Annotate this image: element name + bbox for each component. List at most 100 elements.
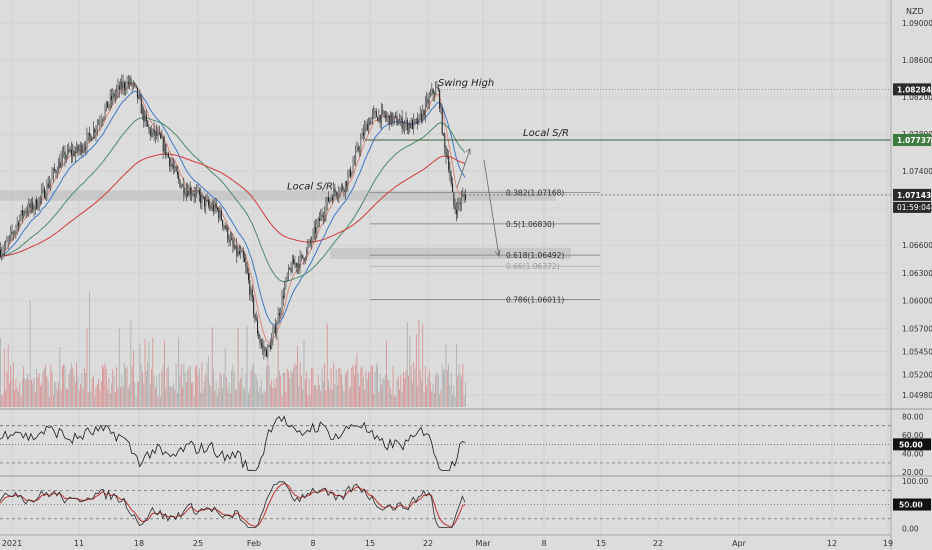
candle-body [289, 267, 291, 269]
ema-slow [0, 117, 466, 283]
volume-bar [210, 385, 212, 407]
volume-bar [157, 396, 159, 407]
volume-bar [419, 369, 421, 407]
candle-body [202, 196, 204, 198]
candle-body [260, 343, 262, 346]
volume-bar [205, 374, 207, 407]
volume-bar [263, 390, 265, 407]
candle-body [244, 257, 246, 262]
volume-bar [94, 396, 96, 407]
support-zone [0, 190, 556, 201]
candle-body [220, 210, 222, 221]
candle-body [32, 201, 34, 211]
volume-bar [38, 373, 40, 407]
volume-bar [315, 384, 316, 407]
candle-body [238, 251, 240, 254]
candle-body [328, 197, 330, 202]
volume-bar [331, 390, 333, 407]
volume-bar [202, 390, 204, 407]
volume-bar [337, 385, 338, 407]
volume-bar [432, 383, 434, 407]
candle-body [187, 190, 189, 196]
volume-bar [262, 394, 264, 407]
volume-bar [107, 389, 109, 407]
candle-body [113, 93, 115, 98]
volume-bar [465, 382, 466, 407]
volume-bar [423, 392, 425, 407]
candle-body [165, 143, 167, 156]
candle-body [297, 263, 299, 268]
volume-bar [5, 390, 6, 407]
candle-body [85, 147, 87, 149]
candle-body [174, 166, 176, 169]
candle-body [414, 119, 416, 121]
volume-bar [37, 376, 39, 407]
candle-body [401, 117, 403, 129]
candle-body [325, 204, 327, 215]
candle-body [291, 259, 293, 272]
candle-body [56, 172, 58, 174]
volume-bar [382, 378, 384, 407]
volume-bar [304, 379, 306, 407]
candle-body [219, 210, 221, 218]
candle-body [445, 147, 447, 158]
candle-body [324, 214, 326, 217]
volume-bar [330, 368, 332, 407]
candle-body [286, 275, 288, 279]
candle-body [443, 133, 445, 135]
stochastic-pane[interactable]: 50.00 [0, 475, 932, 528]
candle-body [152, 128, 154, 132]
candle-body [236, 245, 238, 256]
volume-bar [126, 366, 128, 407]
candle-body [120, 81, 122, 90]
volume-bar [368, 373, 369, 407]
volume-bar [36, 368, 37, 407]
candle-body [302, 254, 304, 258]
candlesticks[interactable] [0, 74, 466, 360]
candle-body [449, 169, 451, 177]
candle-body [288, 267, 290, 276]
volume-bar [217, 396, 218, 407]
volume-bar [214, 390, 216, 407]
volume-bar [324, 363, 326, 407]
volume-bar [359, 385, 360, 407]
rsi-pane[interactable]: 50.00 [0, 408, 932, 471]
support-zone [330, 247, 571, 259]
volume-bar [347, 369, 349, 407]
volume-bar [450, 372, 452, 407]
volume-bar [298, 385, 300, 407]
candle-body [295, 263, 297, 268]
volume-bar [28, 379, 30, 407]
candle-body [160, 133, 162, 139]
volume-bar [162, 365, 164, 407]
rsi-y-tick-label: 40.00 [902, 450, 924, 459]
volume-bar [458, 364, 460, 407]
candle-body [418, 114, 420, 125]
candle-body [284, 286, 286, 298]
candle-body [46, 183, 48, 196]
candle-body [316, 223, 318, 234]
volume-bar [365, 370, 367, 407]
volume-bars [0, 291, 466, 407]
volume-bar [453, 385, 455, 407]
volume-bar [60, 389, 62, 407]
candle-body [306, 248, 308, 259]
volume-bar [257, 380, 258, 407]
candle-body [428, 95, 430, 104]
candle-body [182, 184, 184, 187]
price-pane[interactable]: 0.382(1.07168) 0.5(1.06830) 0.618(1.06492)… [0, 22, 891, 407]
y-tick-label: 1.09000 [902, 19, 932, 28]
volume-bar [27, 373, 28, 407]
candle-body [431, 89, 433, 94]
volume-bar [390, 388, 391, 407]
volume-bar [431, 391, 433, 407]
volume-bar [95, 387, 97, 407]
volume-bar [369, 371, 371, 407]
volume-bar [269, 385, 271, 407]
candle-body [299, 255, 301, 269]
volume-bar [258, 391, 260, 407]
price-axis[interactable]: NZD 1.090001.086001.082001.078001.074001… [890, 0, 932, 550]
volume-bar [78, 390, 80, 407]
volume-bar [320, 390, 322, 407]
